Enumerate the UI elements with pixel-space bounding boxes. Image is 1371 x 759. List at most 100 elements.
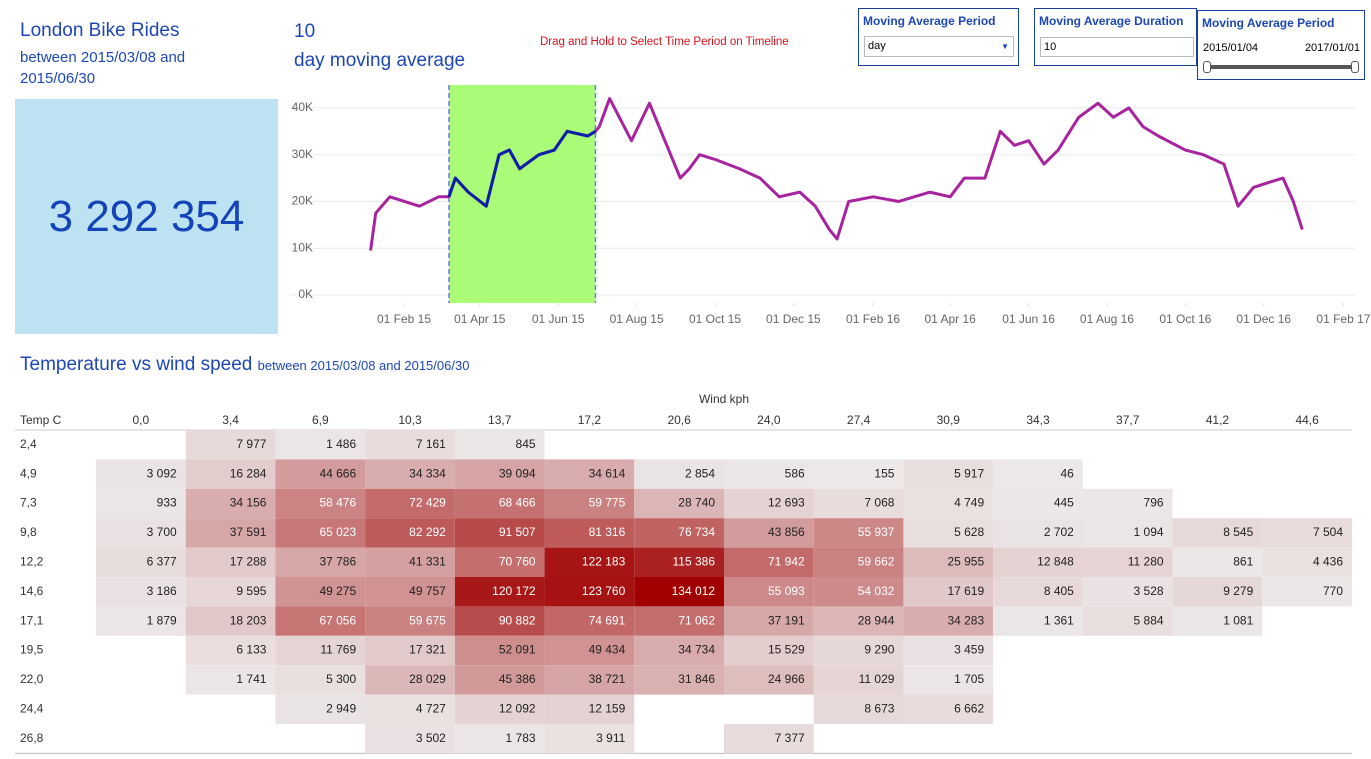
cell-label: 7 977 [236, 437, 266, 451]
row-label: 17,1 [20, 613, 44, 627]
heat-cell [724, 577, 814, 607]
cell-label: 1 705 [954, 672, 984, 686]
cell-label: 3 502 [416, 731, 446, 745]
x-tick-label: 01 Jun 16 [1002, 312, 1055, 326]
heat-cell [454, 547, 545, 577]
cell-label: 17 288 [230, 554, 267, 568]
cell-label: 39 094 [499, 466, 536, 480]
cell-label: 8 545 [1223, 525, 1253, 539]
heat-cell [724, 518, 814, 548]
cell-label: 24 966 [768, 672, 805, 686]
cell-label: 28 740 [678, 496, 715, 510]
cell-label: 933 [157, 496, 177, 510]
heat-cell [903, 665, 994, 695]
x-tick-label: 01 Aug 16 [1080, 312, 1134, 326]
cell-label: 25 955 [947, 554, 984, 568]
cell-label: 586 [785, 466, 805, 480]
cell-label: 5 884 [1134, 613, 1164, 627]
cell-label: 1 879 [147, 613, 177, 627]
heat-cell [634, 665, 724, 695]
row-label: 19,5 [20, 643, 44, 657]
heat-cell [634, 488, 724, 519]
heat-cell [1082, 577, 1173, 607]
heat-cell [275, 665, 366, 695]
column-label: 17,2 [578, 413, 602, 427]
column-label: 20,6 [667, 413, 691, 427]
x-tick-label: 01 Dec 15 [766, 312, 821, 326]
cell-label: 3 092 [147, 466, 177, 480]
cell-label: 123 760 [582, 584, 626, 598]
subtitle: between 2015/03/08 and 2015/06/30 [20, 49, 186, 87]
cell-label: 52 091 [499, 643, 536, 657]
heat-cell [96, 606, 186, 636]
heat-cell [454, 635, 545, 666]
heat-cell [275, 488, 366, 519]
heat-cell [1262, 518, 1352, 548]
heat-cell [275, 606, 366, 636]
heat-cell [544, 635, 635, 666]
cell-label: 37 191 [768, 613, 805, 627]
y-axis-label: Temp C [20, 413, 62, 427]
selection-band [448, 85, 596, 303]
heat-cell [544, 577, 635, 607]
heat-cell [365, 606, 455, 636]
control-title: Moving Average Period [863, 14, 996, 28]
heat-cell [993, 606, 1083, 636]
range-track[interactable] [1206, 65, 1356, 69]
row-label: 2,4 [20, 437, 37, 451]
cell-label: 6 662 [954, 701, 984, 715]
cell-label: 74 691 [589, 613, 626, 627]
duration-input[interactable]: 10 [1040, 37, 1194, 57]
heat-cell [1172, 577, 1263, 607]
heat-cell [544, 724, 635, 754]
heat-cell [544, 547, 635, 577]
cell-label: 28 029 [409, 672, 446, 686]
heat-cell [903, 577, 994, 607]
heat-cell [185, 430, 276, 460]
heat-cell [903, 635, 994, 666]
column-label: 13,7 [488, 413, 512, 427]
cell-label: 34 614 [589, 466, 626, 480]
heat-cell [813, 547, 904, 577]
series-line [369, 97, 1304, 251]
cell-label: 91 507 [499, 525, 536, 539]
period-select[interactable]: day ▼ [864, 36, 1014, 57]
cell-label: 770 [1323, 584, 1343, 598]
heat-cell [185, 606, 276, 636]
heat-cell [813, 635, 904, 666]
x-tick-label: 01 Oct 16 [1159, 312, 1211, 326]
y-tick-label: 0K [298, 287, 313, 301]
cell-label: 67 056 [319, 613, 356, 627]
cell-label: 2 854 [685, 466, 715, 480]
column-label: 10,3 [398, 413, 422, 427]
range-handle[interactable] [1203, 61, 1211, 73]
x-tick-label: 01 Apr 16 [924, 312, 976, 326]
heat-cell [454, 694, 545, 724]
cell-label: 7 377 [775, 731, 805, 745]
total-rides: 3 292 354 [15, 99, 278, 334]
heat-cell [724, 665, 814, 695]
cell-label: 46 [1060, 466, 1074, 480]
heat-cell [1172, 606, 1263, 636]
heat-cell [454, 606, 545, 636]
duration-control: Moving Average Duration 10 [1034, 8, 1197, 66]
cell-label: 1 741 [236, 672, 266, 686]
heat-cell [813, 694, 904, 724]
heat-cell [185, 577, 276, 607]
cell-label: 6 377 [147, 554, 177, 568]
cell-label: 70 760 [499, 554, 536, 568]
cell-label: 12 092 [499, 701, 536, 715]
heat-cell [903, 488, 994, 519]
cell-label: 55 937 [858, 525, 895, 539]
range-handle[interactable] [1351, 61, 1359, 73]
heat-cell [275, 635, 366, 666]
cell-label: 31 846 [678, 672, 715, 686]
row-label: 7,3 [20, 496, 37, 510]
x-tick-label: 01 Feb 15 [377, 312, 431, 326]
cell-label: 9 279 [1223, 584, 1253, 598]
heat-cell [724, 459, 814, 489]
cell-label: 12 159 [589, 701, 626, 715]
heat-cell [96, 547, 186, 577]
period-text: day moving average [294, 50, 466, 71]
